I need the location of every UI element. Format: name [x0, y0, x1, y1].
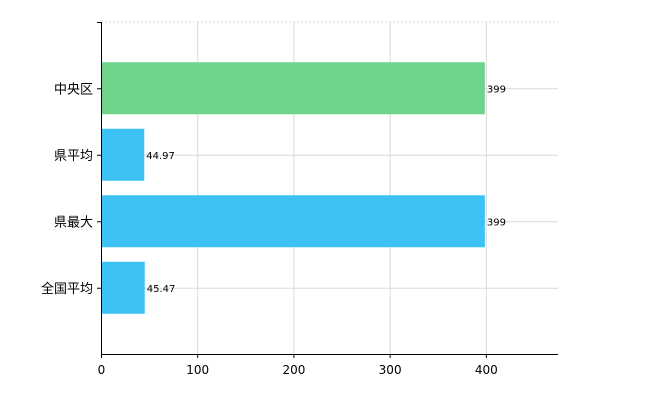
- x-tick-label-4: 400: [475, 363, 498, 377]
- x-tick-label-1: 100: [186, 363, 209, 377]
- x-tick-label-3: 300: [379, 363, 402, 377]
- data-label-3: 45.47: [147, 284, 176, 295]
- x-tick-label-2: 200: [282, 363, 305, 377]
- category-label-0: 中央区: [54, 82, 93, 97]
- data-label-0: 399: [487, 84, 506, 95]
- bar-2: [101, 195, 485, 248]
- category-label-3: 全国平均: [41, 281, 93, 297]
- data-labels: 399 44.97 399 45.47: [146, 84, 506, 295]
- category-label-2: 県最大: [54, 215, 93, 230]
- bars: [101, 62, 485, 314]
- bar-0: [101, 62, 485, 115]
- data-label-2: 399: [487, 217, 506, 228]
- category-label-1: 県平均: [54, 149, 93, 164]
- x-tick-label-0: 0: [98, 363, 106, 377]
- bar-3: [101, 261, 145, 314]
- data-label-1: 44.97: [146, 151, 175, 162]
- bar-1: [101, 128, 145, 181]
